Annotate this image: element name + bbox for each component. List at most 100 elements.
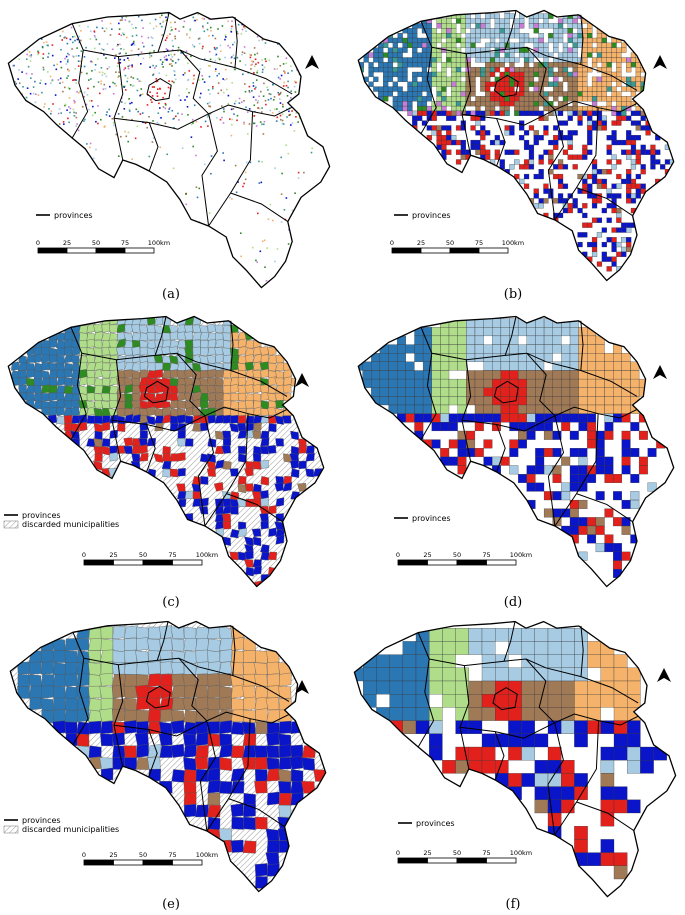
municipality bbox=[132, 370, 141, 380]
grid-cell bbox=[567, 203, 573, 209]
observation-point bbox=[65, 37, 68, 40]
grid-cell bbox=[548, 37, 554, 44]
grid-cell bbox=[521, 720, 535, 734]
observation-point bbox=[159, 16, 161, 19]
observation-point bbox=[131, 64, 133, 66]
grid-cell bbox=[440, 378, 450, 388]
grid-cell bbox=[468, 694, 483, 708]
grid-cell bbox=[373, 76, 379, 82]
province-border bbox=[420, 327, 437, 440]
grid-cell bbox=[446, 37, 452, 44]
grid-cell bbox=[519, 76, 525, 82]
grid-cell bbox=[578, 413, 588, 423]
observation-point bbox=[59, 77, 62, 80]
grid-cell bbox=[528, 101, 535, 107]
grid-cell bbox=[596, 169, 603, 175]
grid-cell bbox=[451, 101, 457, 107]
grid-cell bbox=[535, 344, 545, 354]
observation-point bbox=[130, 49, 133, 52]
observation-point bbox=[89, 142, 92, 145]
grid-cell bbox=[448, 327, 458, 337]
grid-cell bbox=[402, 76, 408, 82]
grid-cell bbox=[578, 456, 588, 466]
grid-cell bbox=[528, 125, 535, 131]
municipality bbox=[108, 399, 118, 409]
observation-point bbox=[30, 54, 33, 56]
grid-cell bbox=[538, 96, 544, 102]
observation-point bbox=[257, 107, 259, 109]
grid-cell bbox=[587, 694, 601, 708]
observation-point bbox=[169, 33, 171, 35]
grid-cell bbox=[431, 344, 441, 354]
municipality bbox=[108, 414, 119, 424]
municipality bbox=[75, 686, 90, 699]
observation-point bbox=[147, 36, 150, 39]
grid-cell bbox=[526, 430, 536, 440]
observation-point bbox=[258, 160, 260, 163]
grid-cell bbox=[494, 135, 500, 141]
observation-point bbox=[165, 55, 167, 57]
grid-cell bbox=[569, 465, 579, 475]
municipality bbox=[63, 673, 78, 687]
municipality bbox=[41, 361, 50, 371]
observation-point bbox=[69, 107, 72, 110]
grid-cell bbox=[601, 62, 607, 68]
municipality bbox=[64, 721, 78, 735]
grid-cell bbox=[630, 183, 637, 189]
observation-point bbox=[189, 28, 192, 31]
observation-point bbox=[291, 209, 294, 212]
grid-cell bbox=[457, 456, 467, 466]
grid-cell bbox=[523, 52, 530, 58]
grid-cell bbox=[616, 62, 622, 68]
grid-cell bbox=[548, 193, 554, 199]
grid-cell bbox=[509, 344, 519, 354]
grid-cell bbox=[509, 71, 515, 78]
grid-cell bbox=[616, 47, 622, 53]
observation-point bbox=[103, 126, 106, 128]
scale-tick: 25 bbox=[417, 239, 425, 247]
municipality bbox=[116, 323, 126, 333]
scale-tick: 50 bbox=[139, 851, 147, 859]
municipality bbox=[111, 732, 125, 746]
municipality bbox=[230, 506, 239, 515]
observation-point bbox=[285, 57, 288, 59]
grid-cell bbox=[509, 130, 515, 136]
grid-cell bbox=[582, 110, 588, 116]
grid-cell bbox=[480, 71, 486, 78]
observation-point bbox=[219, 118, 222, 121]
municipality bbox=[231, 816, 244, 830]
observation-point bbox=[282, 63, 285, 65]
observation-point bbox=[85, 46, 87, 49]
grid-cell bbox=[441, 144, 447, 150]
observation-point bbox=[174, 37, 177, 40]
province-border bbox=[496, 118, 506, 167]
grid-cell bbox=[630, 110, 637, 116]
grid-cell bbox=[587, 654, 601, 668]
municipality bbox=[138, 324, 148, 334]
observation-point bbox=[15, 82, 17, 85]
grid-cell bbox=[543, 115, 549, 121]
municipality bbox=[215, 400, 224, 409]
municipality bbox=[65, 662, 78, 675]
observation-point bbox=[196, 196, 199, 199]
observation-point bbox=[186, 106, 189, 108]
municipality bbox=[71, 346, 80, 356]
municipality bbox=[282, 482, 293, 492]
observation-point bbox=[232, 54, 235, 57]
municipality bbox=[215, 353, 224, 364]
municipality bbox=[132, 340, 141, 349]
observation-point bbox=[26, 53, 28, 56]
grid-cell bbox=[538, 71, 544, 78]
grid-cell bbox=[397, 76, 403, 82]
grid-cell bbox=[470, 71, 476, 78]
observation-point bbox=[154, 18, 157, 21]
grid-cell bbox=[538, 198, 544, 204]
grid-cell bbox=[388, 378, 398, 388]
grid-cell bbox=[446, 52, 452, 58]
grid-cell bbox=[431, 33, 437, 39]
observation-point bbox=[240, 33, 243, 35]
grid-cell bbox=[519, 71, 525, 78]
caption-b: (b) bbox=[503, 287, 523, 302]
grid-cell bbox=[534, 786, 549, 800]
